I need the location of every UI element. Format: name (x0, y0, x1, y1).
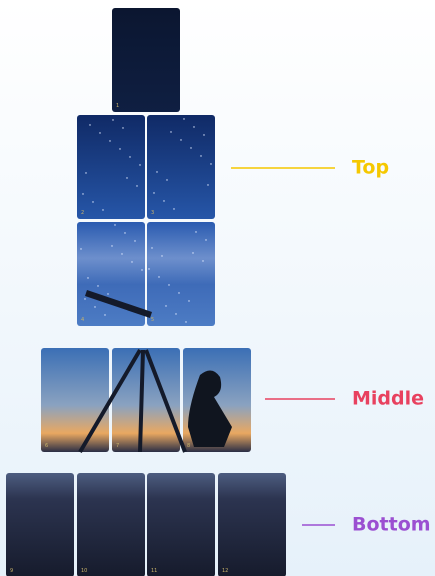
tile (218, 473, 286, 576)
star (131, 261, 132, 262)
star (89, 124, 90, 125)
star (190, 147, 191, 148)
star (94, 306, 95, 307)
star (156, 171, 157, 172)
star (129, 156, 130, 157)
star (97, 285, 98, 286)
tile-number: 7 (116, 443, 119, 449)
star (114, 224, 115, 225)
tile-number: 10 (81, 568, 87, 574)
star (111, 245, 112, 246)
tile-number: 1 (116, 103, 119, 109)
star (109, 140, 110, 141)
star (183, 118, 184, 119)
star (210, 163, 211, 164)
star (92, 201, 93, 202)
star (84, 298, 85, 299)
star (192, 252, 193, 253)
tile (147, 115, 215, 219)
star (170, 131, 171, 132)
star (112, 119, 113, 120)
star (193, 126, 194, 127)
star (82, 193, 83, 194)
star (141, 269, 142, 270)
star (85, 172, 86, 173)
star (205, 239, 206, 240)
star (107, 293, 108, 294)
tile-number: 6 (45, 443, 48, 449)
star (134, 240, 135, 241)
tile (6, 473, 74, 576)
star (102, 209, 103, 210)
tile (77, 115, 145, 219)
tile (41, 348, 109, 452)
star (175, 313, 176, 314)
star (80, 248, 81, 249)
star (207, 184, 208, 185)
star (161, 255, 162, 256)
tile (77, 473, 145, 576)
star (139, 164, 140, 165)
star (87, 277, 88, 278)
group-label: Top (352, 157, 389, 179)
star (173, 208, 174, 209)
star (163, 200, 164, 201)
star (136, 185, 137, 186)
star (165, 305, 166, 306)
tile-number: 8 (187, 443, 190, 449)
tile-number: 3 (151, 210, 154, 216)
star (99, 132, 100, 133)
tile-number: 9 (10, 568, 13, 574)
tile-number: 5 (151, 317, 154, 323)
group-label: Middle (352, 388, 424, 410)
star (202, 260, 203, 261)
star (148, 268, 149, 269)
star (168, 284, 169, 285)
star (126, 177, 127, 178)
star (200, 155, 201, 156)
tile (112, 8, 180, 112)
star (166, 179, 167, 180)
tile (112, 348, 180, 452)
tile-number: 2 (81, 210, 84, 216)
star (153, 192, 154, 193)
tile-number: 11 (151, 568, 157, 574)
star (203, 134, 204, 135)
star (188, 300, 189, 301)
diagram: 123456789101112 TopMiddleBottom (0, 0, 435, 576)
star (119, 148, 120, 149)
star (151, 247, 152, 248)
star (121, 253, 122, 254)
tile (147, 473, 215, 576)
star (185, 321, 186, 322)
star (178, 292, 179, 293)
star (180, 139, 181, 140)
tile (147, 222, 215, 326)
page: {"groups": [ {"label": "Top", "tiles": [… (0, 0, 435, 576)
star (104, 314, 105, 315)
tile-number: 4 (81, 317, 84, 323)
star (195, 231, 196, 232)
group-label: Bottom (352, 514, 431, 536)
star (158, 276, 159, 277)
tile-number: 12 (222, 568, 228, 574)
star (124, 232, 125, 233)
star (122, 127, 123, 128)
